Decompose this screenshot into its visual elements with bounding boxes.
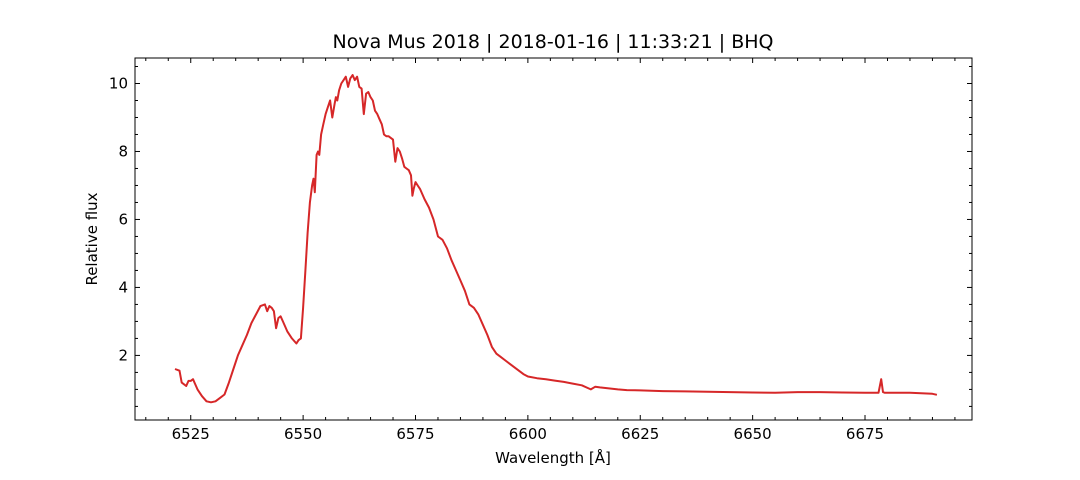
y-axis-label: Relative flux	[83, 192, 101, 285]
y-tick-label: 8	[118, 142, 128, 160]
y-tick-label: 6	[118, 210, 128, 228]
plot-frame	[134, 57, 973, 421]
x-tick-label: 6650	[734, 425, 772, 443]
y-tick-label: 4	[118, 278, 128, 296]
x-tick-label: 6525	[172, 425, 210, 443]
tick-labels: 6525 6550 6575 6600 6625 6650 6675 2 4 6 8 10	[109, 74, 884, 443]
y-tick-label: 2	[118, 346, 128, 364]
plot-line-layer	[174, 74, 938, 404]
x-tick-label: 6550	[284, 425, 322, 443]
x-tick-label: 6600	[509, 425, 547, 443]
x-tick-label: 6575	[396, 425, 434, 443]
y-tick-label: 10	[109, 74, 128, 92]
axis-ticks	[135, 58, 972, 420]
x-tick-label: 6625	[621, 425, 659, 443]
chart-title: Nova Mus 2018 | 2018-01-16 | 11:33:21 | …	[333, 31, 774, 53]
x-tick-label: 6675	[846, 425, 884, 443]
x-axis-label: Wavelength [Å]	[495, 448, 611, 467]
series-line-0	[174, 74, 938, 404]
